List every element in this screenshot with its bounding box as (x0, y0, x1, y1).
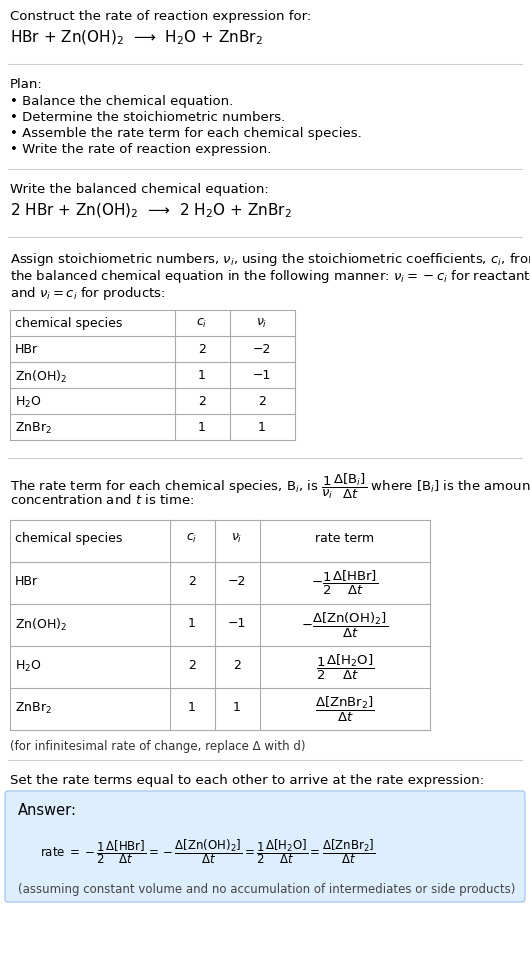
Text: $c_i$: $c_i$ (197, 317, 208, 330)
Text: $\nu_i$: $\nu_i$ (257, 317, 268, 330)
Text: • Determine the stoichiometric numbers.: • Determine the stoichiometric numbers. (10, 111, 285, 124)
Text: chemical species: chemical species (15, 532, 122, 545)
Text: Answer:: Answer: (18, 803, 77, 818)
Text: HBr: HBr (15, 343, 38, 356)
Text: HBr + Zn(OH)$_2$  ⟶  H$_2$O + ZnBr$_2$: HBr + Zn(OH)$_2$ ⟶ H$_2$O + ZnBr$_2$ (10, 29, 263, 48)
Text: −1: −1 (228, 617, 246, 630)
Text: 1: 1 (198, 369, 206, 382)
Text: H$_2$O: H$_2$O (15, 659, 41, 674)
Text: concentration and $t$ is time:: concentration and $t$ is time: (10, 493, 194, 507)
Text: 1: 1 (233, 701, 241, 714)
Text: 2: 2 (188, 659, 196, 672)
Text: Assign stoichiometric numbers, $\nu_i$, using the stoichiometric coefficients, $: Assign stoichiometric numbers, $\nu_i$, … (10, 251, 530, 268)
Text: $\dfrac{1}{2}\dfrac{\Delta[\mathrm{H_2O}]}{\Delta t}$: $\dfrac{1}{2}\dfrac{\Delta[\mathrm{H_2O}… (316, 652, 374, 681)
Text: Zn(OH)$_2$: Zn(OH)$_2$ (15, 617, 67, 633)
Text: rate $= -\dfrac{1}{2}\dfrac{\Delta[\mathrm{HBr}]}{\Delta t} = -\dfrac{\Delta[\ma: rate $= -\dfrac{1}{2}\dfrac{\Delta[\math… (40, 837, 375, 867)
Text: $-\dfrac{1}{2}\dfrac{\Delta[\mathrm{HBr}]}{\Delta t}$: $-\dfrac{1}{2}\dfrac{\Delta[\mathrm{HBr}… (312, 569, 378, 597)
Text: H$_2$O: H$_2$O (15, 395, 41, 410)
Text: −2: −2 (253, 343, 271, 356)
Text: (for infinitesimal rate of change, replace Δ with d): (for infinitesimal rate of change, repla… (10, 740, 305, 753)
Text: 2: 2 (258, 395, 266, 408)
Text: (assuming constant volume and no accumulation of intermediates or side products): (assuming constant volume and no accumul… (18, 883, 515, 896)
Text: and $\nu_i = c_i$ for products:: and $\nu_i = c_i$ for products: (10, 285, 165, 302)
Text: The rate term for each chemical species, B$_i$, is $\dfrac{1}{\nu_i}\dfrac{\Delt: The rate term for each chemical species,… (10, 472, 530, 502)
Text: −2: −2 (228, 575, 246, 588)
Text: 2: 2 (233, 659, 241, 672)
Text: chemical species: chemical species (15, 317, 122, 330)
Text: 1: 1 (188, 701, 196, 714)
Text: 2: 2 (198, 395, 206, 408)
Text: Zn(OH)$_2$: Zn(OH)$_2$ (15, 369, 67, 386)
Text: −1: −1 (253, 369, 271, 382)
Text: • Balance the chemical equation.: • Balance the chemical equation. (10, 95, 233, 108)
Text: 1: 1 (258, 421, 266, 434)
Text: Write the balanced chemical equation:: Write the balanced chemical equation: (10, 183, 269, 196)
Text: the balanced chemical equation in the following manner: $\nu_i = -c_i$ for react: the balanced chemical equation in the fo… (10, 268, 530, 285)
Text: 1: 1 (188, 617, 196, 630)
Text: • Assemble the rate term for each chemical species.: • Assemble the rate term for each chemic… (10, 127, 362, 140)
Text: 2: 2 (198, 343, 206, 356)
Text: 2: 2 (188, 575, 196, 588)
Text: 1: 1 (198, 421, 206, 434)
FancyBboxPatch shape (5, 791, 525, 902)
Text: 2 HBr + Zn(OH)$_2$  ⟶  2 H$_2$O + ZnBr$_2$: 2 HBr + Zn(OH)$_2$ ⟶ 2 H$_2$O + ZnBr$_2$ (10, 202, 292, 221)
Text: rate term: rate term (315, 532, 375, 545)
Text: ZnBr$_2$: ZnBr$_2$ (15, 701, 52, 716)
Text: Plan:: Plan: (10, 78, 43, 91)
Text: $\nu_i$: $\nu_i$ (231, 532, 243, 546)
Text: $-\dfrac{\Delta[\mathrm{Zn(OH)_2}]}{\Delta t}$: $-\dfrac{\Delta[\mathrm{Zn(OH)_2}]}{\Del… (302, 610, 388, 639)
Text: ZnBr$_2$: ZnBr$_2$ (15, 421, 52, 436)
Text: Set the rate terms equal to each other to arrive at the rate expression:: Set the rate terms equal to each other t… (10, 774, 484, 787)
Text: $\dfrac{\Delta[\mathrm{ZnBr_2}]}{\Delta t}$: $\dfrac{\Delta[\mathrm{ZnBr_2}]}{\Delta … (315, 694, 375, 723)
Text: HBr: HBr (15, 575, 38, 588)
Text: • Write the rate of reaction expression.: • Write the rate of reaction expression. (10, 143, 271, 156)
Text: $c_i$: $c_i$ (187, 532, 198, 546)
Text: Construct the rate of reaction expression for:: Construct the rate of reaction expressio… (10, 10, 311, 23)
